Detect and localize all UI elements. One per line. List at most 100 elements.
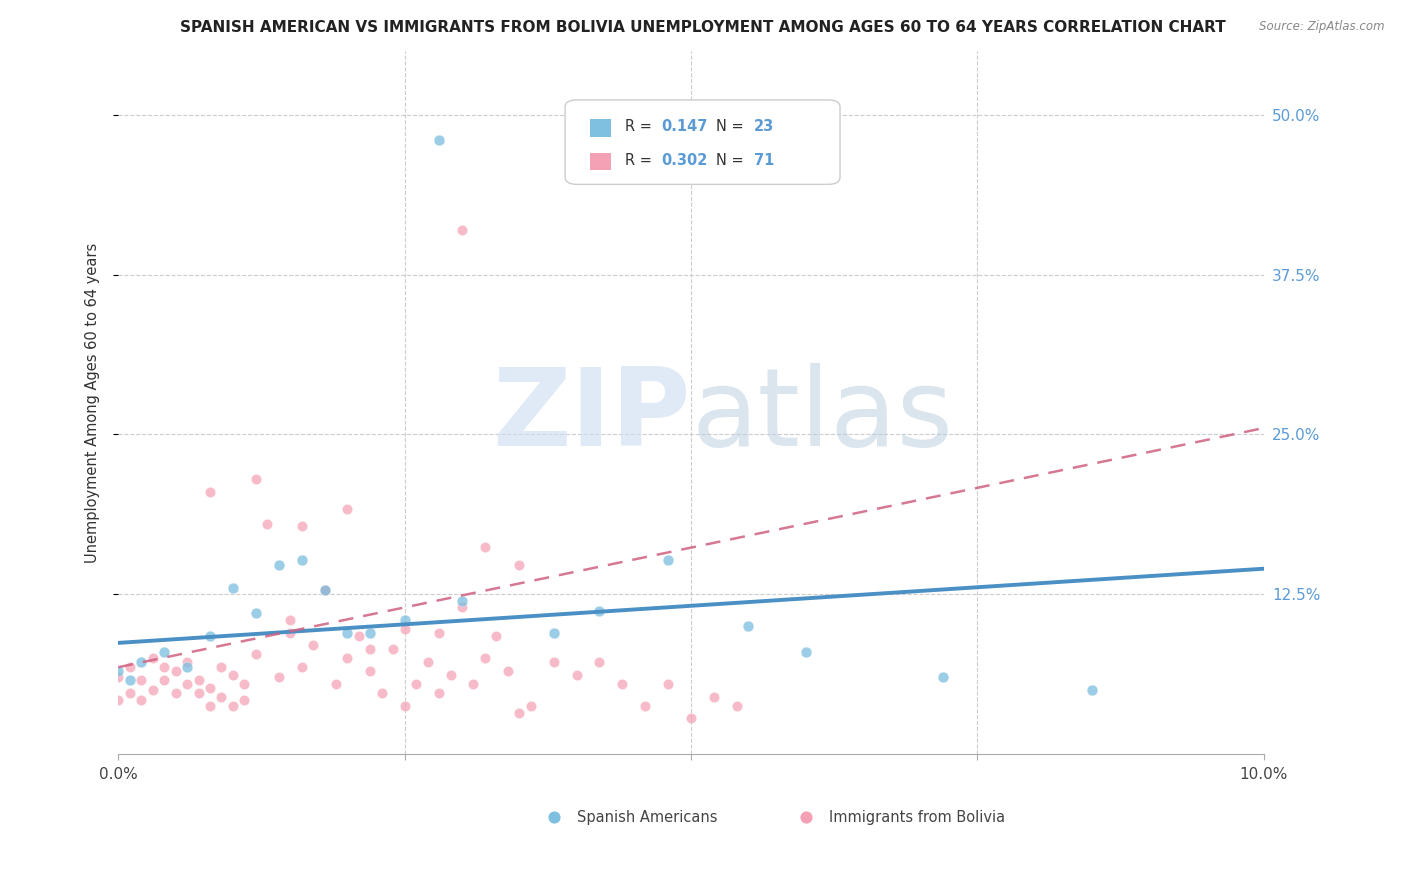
Point [451, 593, 474, 607]
Point [474, 651, 496, 665]
Point [233, 693, 256, 707]
Text: atlas: atlas [692, 364, 953, 469]
Point [427, 625, 450, 640]
Point [325, 677, 347, 691]
Point [588, 604, 610, 618]
Point [165, 686, 187, 700]
Point [588, 655, 610, 669]
Point [187, 673, 209, 687]
Point [165, 664, 187, 678]
Point [107, 693, 129, 707]
Text: SPANISH AMERICAN VS IMMIGRANTS FROM BOLIVIA UNEMPLOYMENT AMONG AGES 60 TO 64 YEA: SPANISH AMERICAN VS IMMIGRANTS FROM BOLI… [180, 20, 1226, 35]
Point [543, 655, 565, 669]
Bar [591, 153, 612, 170]
Text: R =: R = [624, 120, 657, 134]
Point [382, 642, 405, 657]
Point [233, 677, 256, 691]
Point [278, 613, 301, 627]
Point [405, 677, 427, 691]
Point [198, 630, 221, 644]
Point [347, 630, 370, 644]
Point [129, 693, 152, 707]
Point [394, 698, 416, 713]
Point [359, 664, 381, 678]
Point [703, 690, 725, 704]
Point [198, 485, 221, 500]
Point [427, 133, 450, 147]
Point [451, 223, 474, 237]
Point [291, 660, 314, 674]
Point [371, 686, 394, 700]
Point [427, 686, 450, 700]
Point [725, 698, 748, 713]
Text: N =: N = [716, 120, 748, 134]
Point [1081, 683, 1104, 698]
Point [198, 681, 221, 695]
Point [336, 501, 359, 516]
Point [314, 583, 336, 598]
Point [485, 630, 508, 644]
Text: ZIP: ZIP [492, 364, 692, 469]
Text: Immigrants from Bolivia: Immigrants from Bolivia [828, 810, 1005, 825]
Text: Spanish Americans: Spanish Americans [576, 810, 717, 825]
Point [657, 677, 679, 691]
Point [657, 553, 679, 567]
Point [496, 664, 519, 678]
Point [153, 673, 176, 687]
Point [359, 642, 381, 657]
Point [153, 660, 176, 674]
Point [176, 655, 198, 669]
Text: 71: 71 [754, 153, 775, 168]
Point [153, 645, 176, 659]
Point [107, 670, 129, 684]
Point [222, 698, 245, 713]
Point [508, 706, 530, 721]
Point [267, 670, 290, 684]
Y-axis label: Unemployment Among Ages 60 to 64 years: Unemployment Among Ages 60 to 64 years [86, 243, 100, 563]
Text: 0.147: 0.147 [661, 120, 707, 134]
Point [508, 558, 530, 572]
FancyBboxPatch shape [565, 100, 839, 185]
Point [211, 660, 233, 674]
Point [463, 677, 485, 691]
Text: Source: ZipAtlas.com: Source: ZipAtlas.com [1260, 20, 1385, 33]
Point [129, 673, 152, 687]
Point [245, 472, 267, 486]
Point [519, 698, 541, 713]
Point [222, 581, 245, 595]
Point [737, 619, 759, 633]
Point [118, 673, 141, 687]
Point [336, 625, 359, 640]
Point [267, 558, 290, 572]
Point [543, 625, 565, 640]
Point [245, 607, 267, 621]
Point [314, 583, 336, 598]
Point [565, 668, 588, 682]
Point [794, 645, 817, 659]
Bar [591, 119, 612, 136]
Point [176, 677, 198, 691]
Point [256, 516, 278, 531]
Point [439, 668, 461, 682]
Point [394, 622, 416, 636]
Text: R =: R = [624, 153, 657, 168]
Point [451, 600, 474, 615]
Point [222, 668, 245, 682]
Point [187, 686, 209, 700]
Text: 23: 23 [754, 120, 775, 134]
Point [291, 553, 314, 567]
Point [634, 698, 657, 713]
Point [278, 625, 301, 640]
Point [336, 651, 359, 665]
Point [394, 613, 416, 627]
Point [211, 690, 233, 704]
Point [142, 683, 165, 698]
Point [118, 686, 141, 700]
Point [118, 660, 141, 674]
Point [314, 583, 336, 598]
Point [302, 639, 325, 653]
Point [129, 655, 152, 669]
Point [291, 519, 314, 533]
Point [416, 655, 439, 669]
Point [198, 698, 221, 713]
